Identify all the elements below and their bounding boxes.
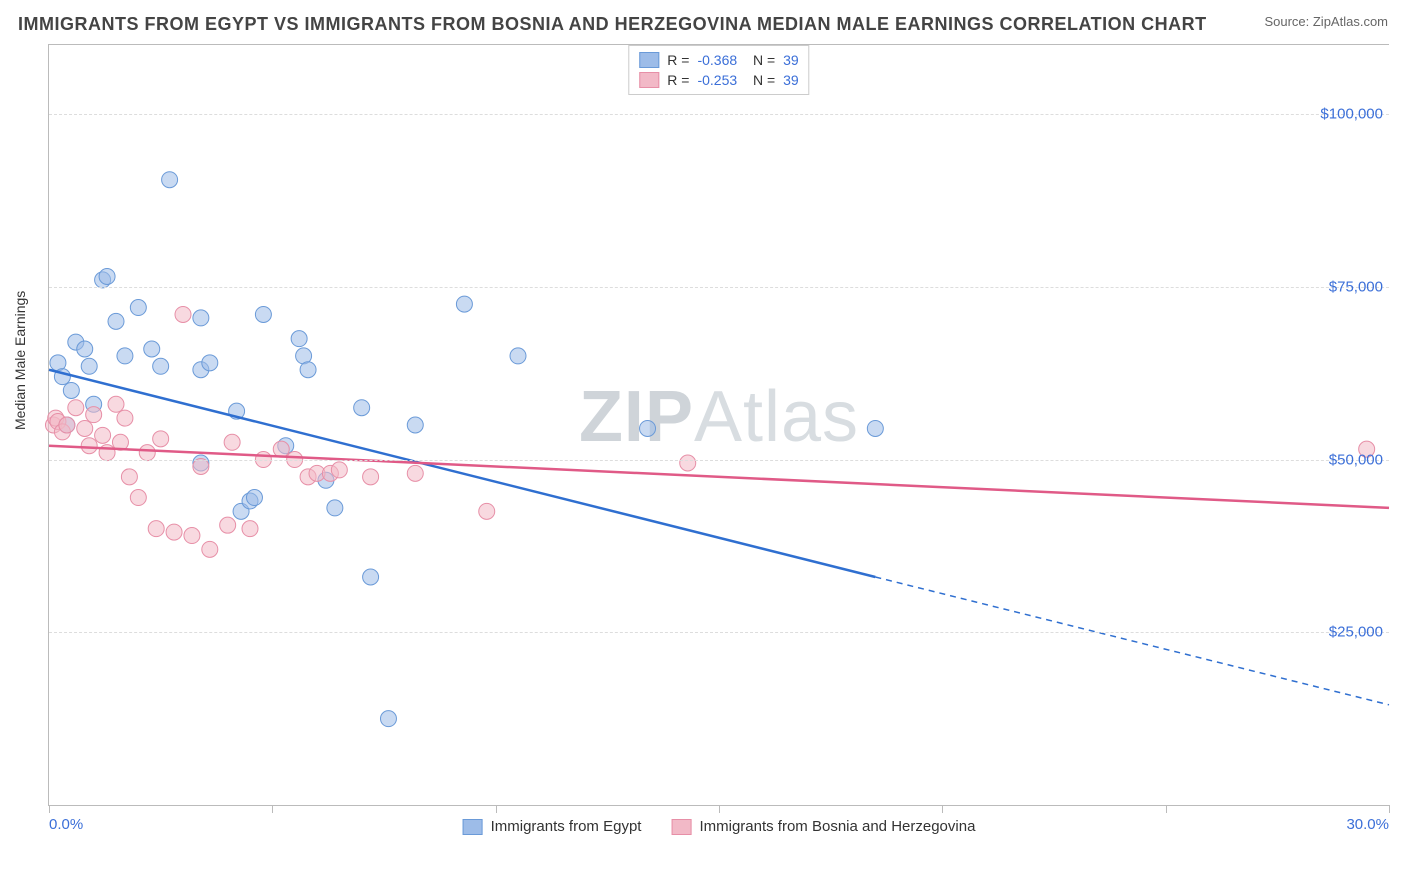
r-label: R = bbox=[667, 72, 689, 88]
data-point bbox=[68, 400, 84, 416]
data-point bbox=[130, 300, 146, 316]
x-tick bbox=[1389, 805, 1390, 813]
x-tick-label-right: 30.0% bbox=[1346, 816, 1389, 833]
data-point bbox=[255, 306, 271, 322]
y-axis-label: Median Male Earnings bbox=[12, 291, 28, 430]
data-point bbox=[77, 341, 93, 357]
data-point bbox=[479, 503, 495, 519]
y-tick-label: $75,000 bbox=[1329, 278, 1383, 295]
n-label: N = bbox=[745, 52, 775, 68]
data-point bbox=[327, 500, 343, 516]
y-tick-label: $25,000 bbox=[1329, 624, 1383, 641]
x-tick bbox=[942, 805, 943, 813]
x-tick-label-left: 0.0% bbox=[49, 816, 83, 833]
data-point bbox=[193, 310, 209, 326]
data-point bbox=[86, 407, 102, 423]
data-point bbox=[363, 569, 379, 585]
x-tick bbox=[719, 805, 720, 813]
gridline bbox=[49, 287, 1389, 288]
data-point bbox=[153, 358, 169, 374]
data-point bbox=[130, 490, 146, 506]
series-legend-label: Immigrants from Egypt bbox=[491, 818, 642, 835]
r-value: -0.253 bbox=[697, 72, 737, 88]
n-label: N = bbox=[745, 72, 775, 88]
data-point bbox=[363, 469, 379, 485]
gridline bbox=[49, 632, 1389, 633]
chart-svg bbox=[49, 45, 1389, 805]
n-value: 39 bbox=[783, 52, 799, 68]
legend-swatch bbox=[463, 819, 483, 835]
data-point bbox=[117, 410, 133, 426]
data-point bbox=[273, 441, 289, 457]
y-tick-label: $50,000 bbox=[1329, 451, 1383, 468]
data-point bbox=[680, 455, 696, 471]
data-point bbox=[867, 420, 883, 436]
gridline bbox=[49, 460, 1389, 461]
data-point bbox=[175, 306, 191, 322]
plot-area: ZIPAtlas R = -0.368 N = 39R = -0.253 N =… bbox=[48, 44, 1389, 806]
data-point bbox=[407, 465, 423, 481]
chart-title: IMMIGRANTS FROM EGYPT VS IMMIGRANTS FROM… bbox=[18, 14, 1207, 35]
data-point bbox=[95, 427, 111, 443]
source-label: Source: ZipAtlas.com bbox=[1264, 14, 1388, 29]
data-point bbox=[144, 341, 160, 357]
data-point bbox=[184, 528, 200, 544]
data-point bbox=[354, 400, 370, 416]
data-point bbox=[166, 524, 182, 540]
legend-swatch bbox=[671, 819, 691, 835]
data-point bbox=[300, 362, 316, 378]
data-point bbox=[380, 711, 396, 727]
data-point bbox=[510, 348, 526, 364]
data-point bbox=[139, 445, 155, 461]
series-legend: Immigrants from Egypt Immigrants from Bos… bbox=[463, 818, 976, 835]
x-tick bbox=[272, 805, 273, 813]
data-point bbox=[246, 490, 262, 506]
data-point bbox=[63, 382, 79, 398]
data-point bbox=[108, 396, 124, 412]
data-point bbox=[59, 417, 75, 433]
x-tick bbox=[1166, 805, 1167, 813]
r-value: -0.368 bbox=[697, 52, 737, 68]
correlation-legend-row: R = -0.368 N = 39 bbox=[639, 50, 798, 70]
data-point bbox=[162, 172, 178, 188]
data-point bbox=[407, 417, 423, 433]
data-point bbox=[640, 420, 656, 436]
correlation-legend-row: R = -0.253 N = 39 bbox=[639, 70, 798, 90]
data-point bbox=[81, 438, 97, 454]
data-point bbox=[331, 462, 347, 478]
data-point bbox=[242, 521, 258, 537]
r-label: R = bbox=[667, 52, 689, 68]
series-legend-label: Immigrants from Bosnia and Herzegovina bbox=[699, 818, 975, 835]
data-point bbox=[77, 420, 93, 436]
x-tick bbox=[496, 805, 497, 813]
data-point bbox=[117, 348, 133, 364]
x-tick bbox=[49, 805, 50, 813]
trend-line-dashed bbox=[875, 577, 1389, 705]
data-point bbox=[148, 521, 164, 537]
series-legend-item: Immigrants from Egypt bbox=[463, 818, 642, 835]
gridline bbox=[49, 114, 1389, 115]
trend-line bbox=[49, 370, 875, 577]
data-point bbox=[202, 355, 218, 371]
data-point bbox=[81, 358, 97, 374]
data-point bbox=[202, 541, 218, 557]
data-point bbox=[108, 313, 124, 329]
legend-swatch bbox=[639, 52, 659, 68]
n-value: 39 bbox=[783, 72, 799, 88]
data-point bbox=[224, 434, 240, 450]
y-tick-label: $100,000 bbox=[1320, 106, 1383, 123]
data-point bbox=[291, 331, 307, 347]
data-point bbox=[193, 458, 209, 474]
series-legend-item: Immigrants from Bosnia and Herzegovina bbox=[671, 818, 975, 835]
data-point bbox=[121, 469, 137, 485]
legend-swatch bbox=[639, 72, 659, 88]
data-point bbox=[456, 296, 472, 312]
data-point bbox=[220, 517, 236, 533]
data-point bbox=[99, 268, 115, 284]
data-point bbox=[153, 431, 169, 447]
correlation-legend: R = -0.368 N = 39R = -0.253 N = 39 bbox=[628, 45, 809, 95]
